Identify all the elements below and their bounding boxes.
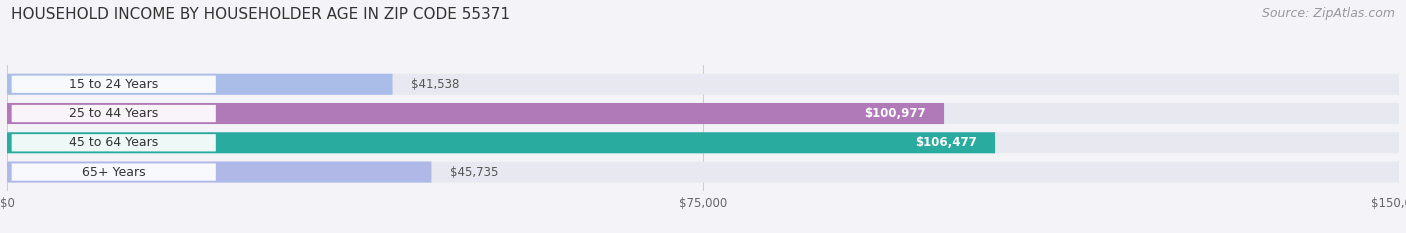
FancyBboxPatch shape — [11, 76, 217, 93]
FancyBboxPatch shape — [7, 132, 1399, 153]
FancyBboxPatch shape — [11, 134, 217, 151]
FancyBboxPatch shape — [7, 161, 432, 183]
FancyBboxPatch shape — [11, 105, 217, 122]
FancyBboxPatch shape — [7, 132, 995, 153]
Text: 25 to 44 Years: 25 to 44 Years — [69, 107, 159, 120]
FancyBboxPatch shape — [7, 74, 392, 95]
Text: $106,477: $106,477 — [915, 136, 977, 149]
Text: 15 to 24 Years: 15 to 24 Years — [69, 78, 159, 91]
FancyBboxPatch shape — [7, 103, 943, 124]
Text: 45 to 64 Years: 45 to 64 Years — [69, 136, 159, 149]
Text: $100,977: $100,977 — [863, 107, 925, 120]
Text: Source: ZipAtlas.com: Source: ZipAtlas.com — [1261, 7, 1395, 20]
FancyBboxPatch shape — [7, 161, 1399, 183]
FancyBboxPatch shape — [7, 74, 1399, 95]
Text: 65+ Years: 65+ Years — [82, 165, 146, 178]
FancyBboxPatch shape — [7, 103, 1399, 124]
Text: $45,735: $45,735 — [450, 165, 498, 178]
Text: HOUSEHOLD INCOME BY HOUSEHOLDER AGE IN ZIP CODE 55371: HOUSEHOLD INCOME BY HOUSEHOLDER AGE IN Z… — [11, 7, 510, 22]
FancyBboxPatch shape — [11, 163, 217, 181]
Text: $41,538: $41,538 — [411, 78, 460, 91]
